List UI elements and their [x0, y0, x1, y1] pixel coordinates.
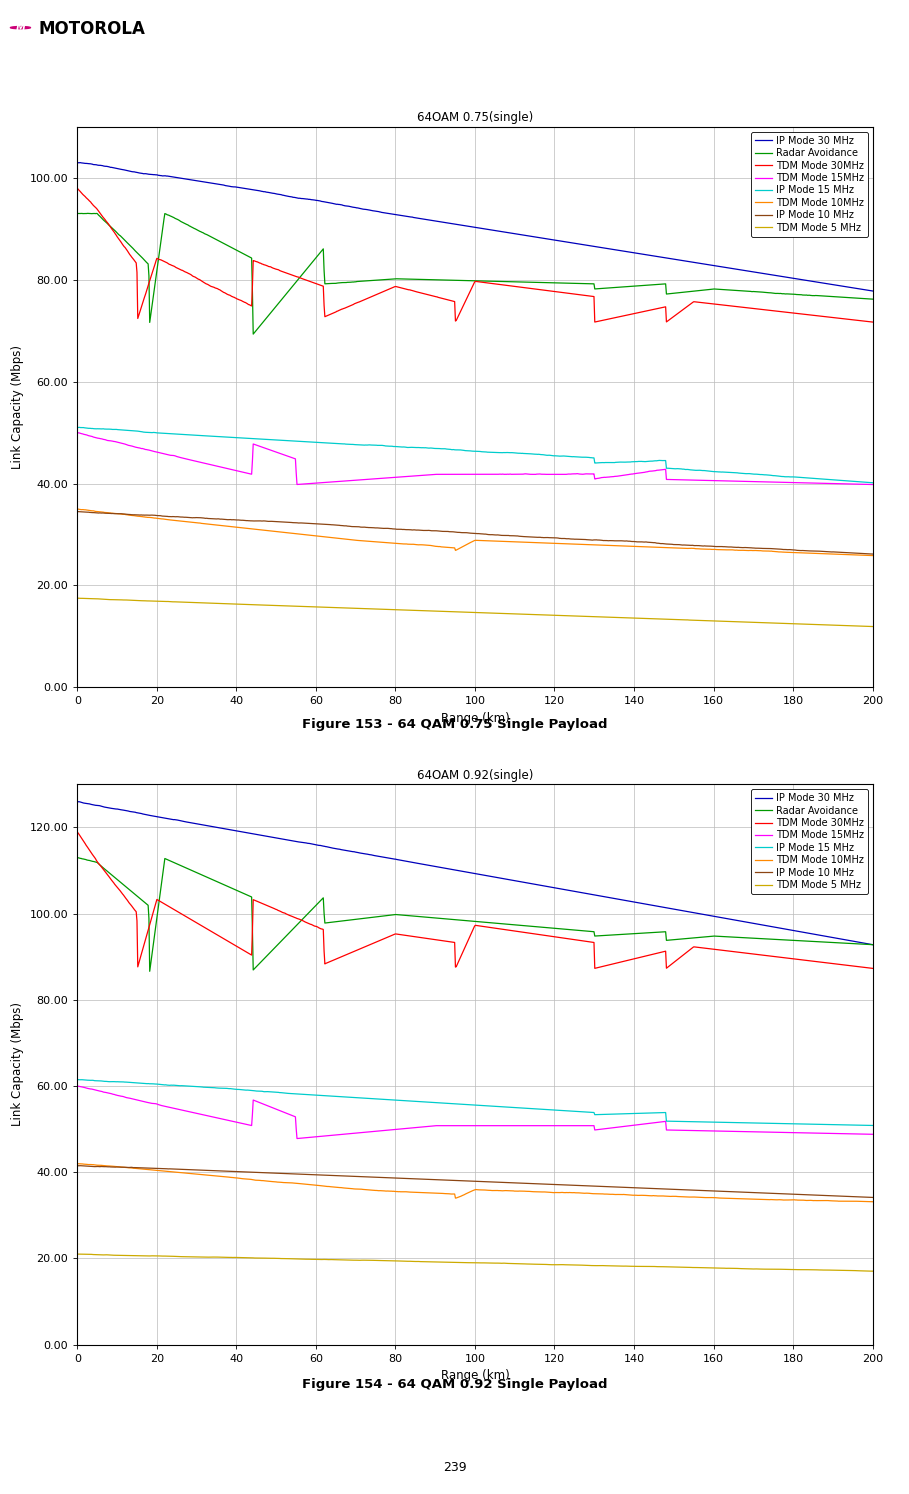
Circle shape [10, 27, 31, 28]
Text: Figure 153 - 64 QAM 0.75 Single Payload: Figure 153 - 64 QAM 0.75 Single Payload [302, 719, 607, 731]
Y-axis label: Link Capacity (Mbps): Link Capacity (Mbps) [11, 345, 24, 469]
X-axis label: Range (km): Range (km) [441, 711, 509, 725]
Text: M: M [15, 22, 25, 33]
Y-axis label: Link Capacity (Mbps): Link Capacity (Mbps) [11, 1002, 24, 1126]
Title: 64OAM 0.92(single): 64OAM 0.92(single) [416, 769, 534, 781]
Title: 64OAM 0.75(single): 64OAM 0.75(single) [417, 112, 533, 124]
Legend: IP Mode 30 MHz, Radar Avoidance, TDM Mode 30MHz, TDM Mode 15MHz, IP Mode 15 MHz,: IP Mode 30 MHz, Radar Avoidance, TDM Mod… [751, 131, 868, 236]
Text: Figure 154 - 64 QAM 0.92 Single Payload: Figure 154 - 64 QAM 0.92 Single Payload [302, 1379, 607, 1391]
Text: MOTOROLA: MOTOROLA [38, 19, 145, 37]
Text: 239: 239 [443, 1461, 466, 1473]
X-axis label: Range (km): Range (km) [441, 1369, 509, 1382]
Legend: IP Mode 30 MHz, Radar Avoidance, TDM Mode 30MHz, TDM Mode 15MHz, IP Mode 15 MHz,: IP Mode 30 MHz, Radar Avoidance, TDM Mod… [751, 789, 868, 893]
